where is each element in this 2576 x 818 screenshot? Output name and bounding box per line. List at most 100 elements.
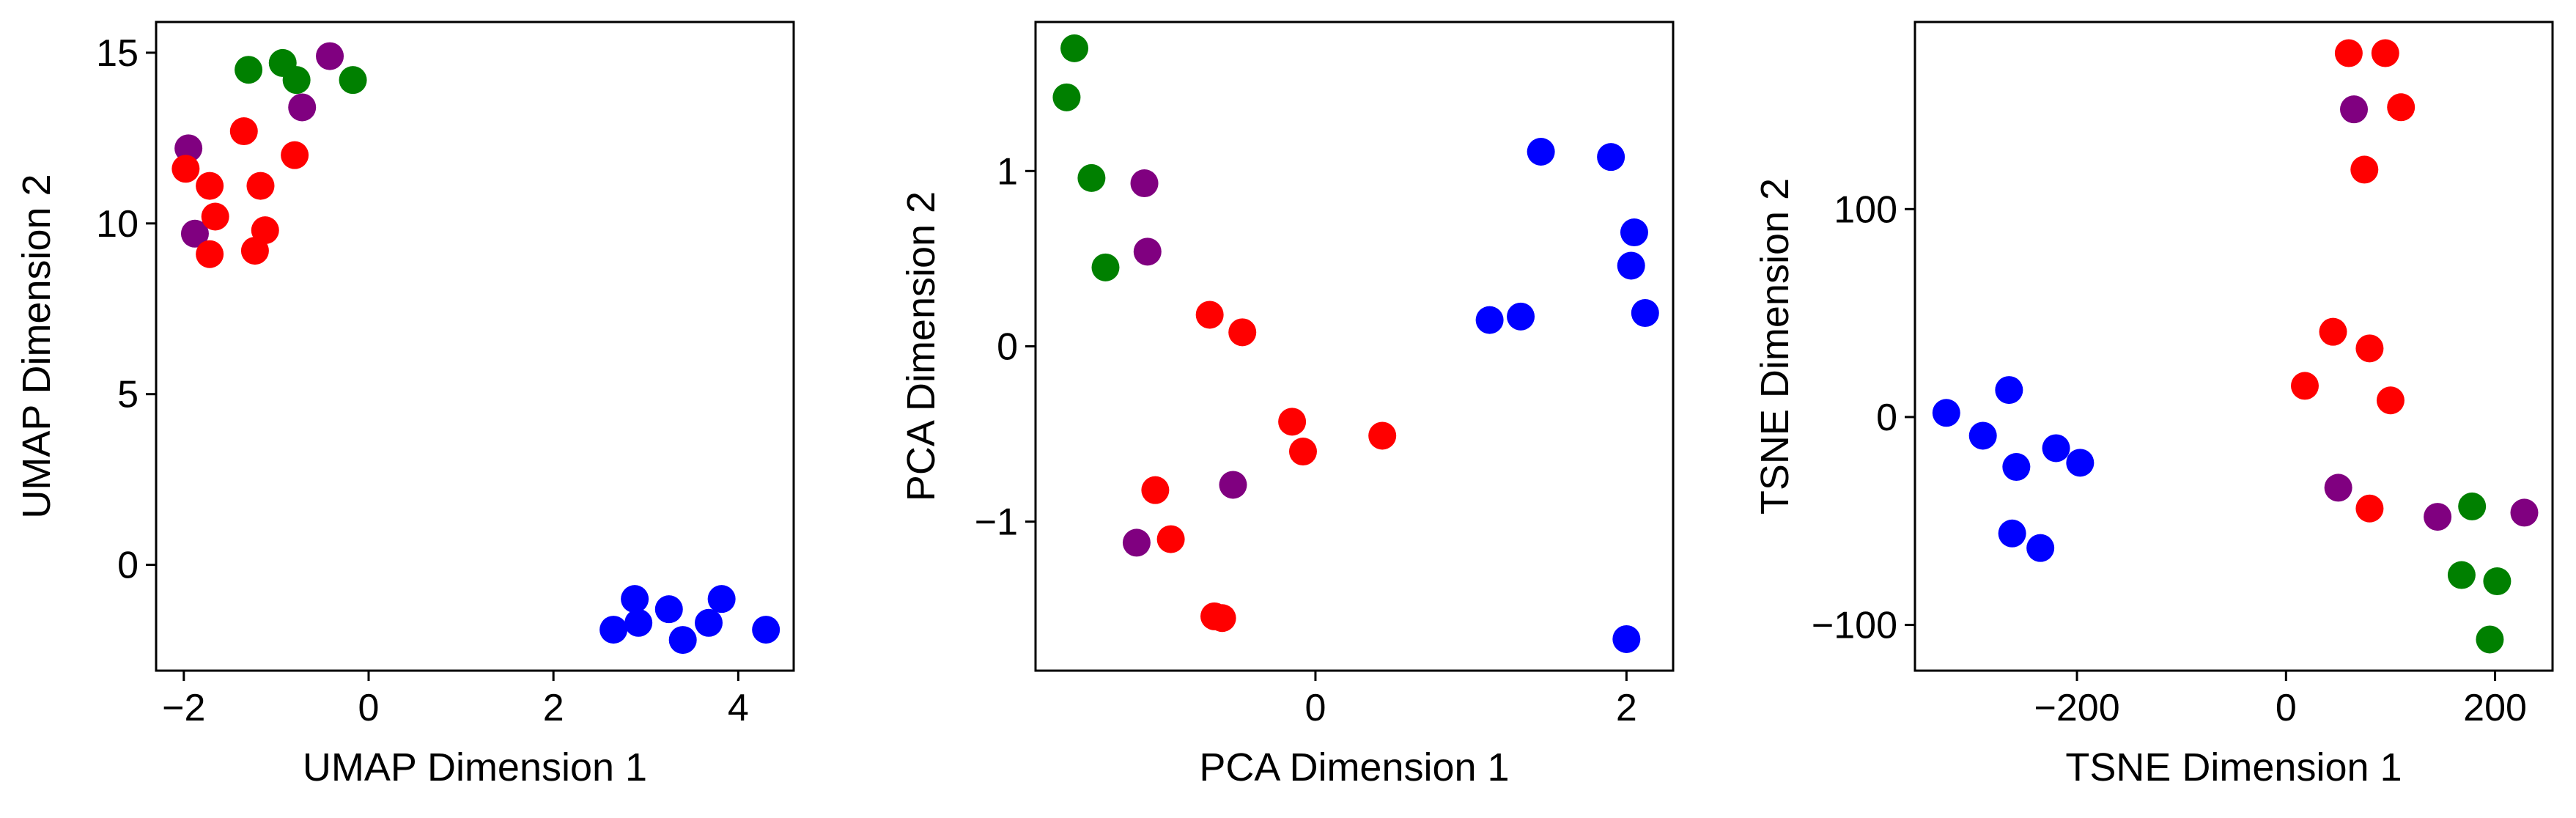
pca-point-green	[1060, 34, 1089, 62]
umap-panel: −2 0 2 4 0 5 10 15 UMAP Dimension 1 UMAP Dimensio…	[15, 21, 795, 789]
umap-point-red	[281, 141, 309, 169]
pca-point-red	[1288, 438, 1317, 466]
tsne-x-tick-label: −200	[2034, 687, 2119, 729]
pca-point-purple	[1130, 169, 1159, 198]
tsne-x-tick-label: 200	[2463, 687, 2527, 729]
pca-x-tick-label: 2	[1616, 687, 1637, 729]
tsne-point-purple	[2340, 95, 2369, 124]
umap-x-axis-label: UMAP Dimension 1	[303, 745, 647, 789]
umap-y-axis-label: UMAP Dimension 2	[15, 174, 59, 518]
pca-point-blue	[1620, 218, 1648, 247]
tsne-x-axis-label: TSNE Dimension 1	[2065, 745, 2402, 789]
pca-point-red	[1278, 408, 1307, 436]
pca-point-purple	[1133, 237, 1162, 266]
tsne-point-green	[2458, 492, 2487, 520]
umap-point-purple	[288, 93, 317, 122]
tsne-point-purple	[2424, 503, 2452, 531]
tsne-point-blue	[2026, 534, 2055, 562]
umap-point-blue	[707, 585, 736, 614]
tsne-point-blue	[2042, 434, 2070, 463]
tsne-y-axis-label: TSNE Dimension 2	[1753, 178, 1797, 515]
pca-point-blue	[1597, 143, 1625, 172]
umap-point-blue	[668, 626, 697, 655]
tsne-point-red	[2355, 494, 2384, 523]
umap-point-blue	[752, 616, 780, 644]
umap-plot-frame	[155, 21, 795, 672]
pca-point-purple	[1219, 471, 1247, 499]
pca-panel: 0 2 −1 0 1 PCA Dimension 1 PCA Dimension 2	[899, 21, 1675, 789]
umap-point-green	[282, 66, 311, 95]
tsne-point-green	[2447, 561, 2476, 589]
pca-point-purple	[1122, 528, 1151, 557]
umap-point-red	[246, 172, 275, 200]
tsne-point-purple	[2324, 474, 2352, 502]
tsne-point-red	[2350, 155, 2379, 184]
tsne-point-blue	[1998, 519, 2026, 548]
umap-y-tick-label: 10	[96, 203, 139, 246]
pca-point-blue	[1612, 624, 1641, 653]
pca-point-red	[1208, 604, 1236, 633]
umap-x-tick-label: 2	[543, 687, 564, 729]
tsne-plot-frame	[1913, 21, 2554, 672]
umap-point-red	[240, 237, 269, 265]
pca-point-red	[1228, 318, 1257, 347]
umap-point-red	[196, 172, 224, 200]
umap-x-tick-label: 0	[358, 687, 380, 729]
tsne-point-red	[2334, 39, 2363, 67]
umap-x-tick-label: 4	[728, 687, 749, 729]
tsne-x-tick-label: 0	[2276, 687, 2297, 729]
umap-x-tick-label: −2	[162, 687, 205, 729]
pca-y-axis-label: PCA Dimension 2	[899, 191, 943, 501]
tsne-point-blue	[1932, 399, 1960, 427]
tsne-point-blue	[2066, 449, 2095, 477]
umap-point-purple	[174, 134, 203, 163]
pca-y-tick-label: 0	[997, 326, 1018, 369]
tsne-y-tick-label: −100	[1812, 605, 1897, 647]
pca-x-axis-label: PCA Dimension 1	[1199, 745, 1509, 789]
pca-plot-frame	[1034, 21, 1675, 672]
pca-y-tick-label: −1	[975, 501, 1018, 544]
umap-point-purple	[180, 219, 209, 248]
tsne-point-red	[2387, 93, 2416, 122]
tsne-point-purple	[2510, 498, 2539, 527]
tsne-point-red	[2290, 372, 2319, 400]
pca-point-green	[1052, 83, 1081, 111]
pca-point-blue	[1475, 306, 1504, 334]
umap-y-tick-label: 15	[96, 32, 139, 75]
tsne-point-red	[2371, 39, 2399, 67]
umap-point-blue	[624, 608, 653, 637]
pca-point-red	[1156, 525, 1185, 553]
umap-point-red	[201, 202, 229, 231]
umap-y-tick-label: 0	[117, 545, 139, 587]
pca-point-green	[1077, 163, 1106, 192]
umap-point-blue	[654, 595, 683, 624]
pca-point-red	[1368, 421, 1397, 450]
pca-point-blue	[1631, 299, 1659, 328]
tsne-y-tick-label: 0	[1876, 397, 1897, 439]
pca-point-green	[1091, 253, 1120, 281]
pca-x-tick-label: 0	[1304, 687, 1326, 729]
umap-point-purple	[316, 42, 344, 70]
umap-point-blue	[621, 585, 649, 614]
tsne-y-tick-label: 100	[1834, 188, 1897, 231]
tsne-point-blue	[1968, 421, 1997, 450]
tsne-point-green	[2483, 567, 2512, 596]
pca-point-blue	[1527, 138, 1555, 166]
pca-point-blue	[1507, 302, 1535, 331]
tsne-point-red	[2319, 317, 2347, 346]
umap-point-green	[339, 66, 367, 95]
tsne-point-blue	[2002, 453, 2031, 482]
tsne-point-blue	[1995, 376, 2023, 405]
pca-point-red	[1195, 301, 1224, 329]
umap-y-tick-label: 5	[117, 374, 139, 416]
umap-point-red	[171, 155, 200, 183]
umap-point-green	[235, 56, 263, 84]
pca-point-red	[1141, 476, 1170, 504]
pca-point-blue	[1617, 251, 1645, 280]
tsne-point-red	[2355, 334, 2384, 363]
umap-point-red	[229, 117, 258, 146]
umap-point-blue	[695, 608, 723, 637]
umap-point-blue	[599, 616, 628, 644]
pca-y-tick-label: 1	[997, 150, 1018, 193]
